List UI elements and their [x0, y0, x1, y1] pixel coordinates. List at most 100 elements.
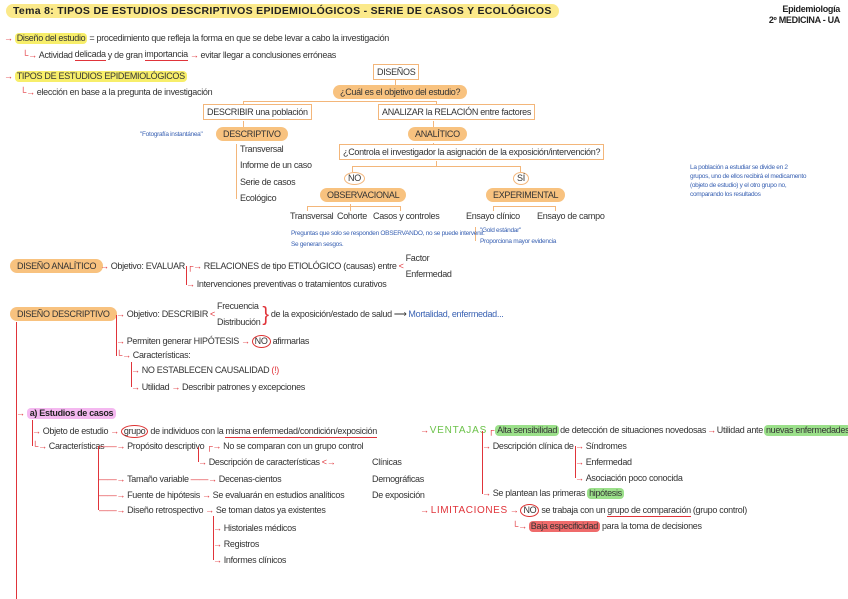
text: Características:	[132, 350, 191, 360]
types-sub-row: └→ elección en base a la pregunta de inv…	[20, 87, 213, 98]
arrow-icon: →	[420, 505, 429, 515]
experimental-side-note: comparando los resultados	[690, 191, 761, 198]
text: Se evaluarán en estudios analíticos	[212, 490, 345, 500]
text: Se toman datos ya existentes	[215, 505, 326, 515]
descriptive-item: Informe de un caso	[240, 160, 312, 170]
text: Descripción clínica de	[492, 441, 574, 451]
branch-icon: └→	[22, 49, 37, 60]
text: Objeto de estudio	[42, 426, 109, 436]
retro-item: → Registros	[213, 539, 259, 550]
disease: Enfermedad	[405, 269, 452, 279]
text: afirmarlas	[272, 336, 310, 346]
yes-node: SÍ	[513, 172, 529, 185]
describe-node: DESCRIBIR una población	[203, 104, 312, 120]
experimental-side-note: La población a estudiar se divide en 2	[690, 164, 788, 171]
descriptive-node: DESCRIPTIVO	[216, 127, 288, 141]
arrow-icon: →	[131, 365, 140, 375]
factor: Factor	[405, 253, 430, 263]
arrow-icon: ┌→	[186, 261, 202, 271]
advantages-row: → VENTAJAS ┌ Alta sensibilidad de detecc…	[420, 425, 848, 436]
adv-hyp-row: → Se plantean las primeras hipótesis	[482, 488, 624, 499]
arrow-icon: →	[201, 490, 211, 500]
arrow-icon: →	[100, 261, 109, 271]
arrow-icon: →	[205, 505, 214, 515]
text: Registros	[223, 539, 260, 549]
limitations-row: → LIMITACIONES → NO se trabaja con un gr…	[420, 504, 747, 517]
clinical-item: → Enfermedad	[575, 457, 632, 468]
text: Permiten generar HIPÓTESIS	[126, 336, 240, 346]
purpose-row: ——→ Propósito descriptivo ┌→ No se compa…	[99, 441, 364, 452]
text: Enfermedad	[585, 457, 632, 467]
observational-item: Cohorte	[337, 211, 367, 221]
analytic-node: ANALÍTICO	[408, 127, 467, 141]
text: hipótesis	[587, 488, 624, 499]
text: (grupo control)	[692, 505, 747, 515]
text: nuevas enfermedades	[763, 425, 848, 436]
arrow-icon: ——→	[99, 490, 126, 500]
text: Describir patrones y excepciones	[182, 382, 305, 392]
limitations-label: LIMITACIONES	[430, 505, 508, 516]
control-question: ¿Controla el investigador la asignación …	[339, 144, 605, 160]
text: Baja especificidad	[528, 521, 600, 532]
observational-note: Preguntas que solo se responden OBSERVAN…	[291, 230, 485, 237]
arrow-icon: └→	[32, 441, 47, 451]
text: Objetivo: EVALUAR	[110, 261, 186, 271]
size-row: ——→ Tamaño variable ——→ Decenas-cientos	[99, 474, 282, 485]
lim-spec-row: └→ Baja especificidad para la toma de de…	[512, 521, 702, 532]
observational-item: Casos y controles	[373, 211, 440, 221]
page-title: Tema 8: TIPOS DE ESTUDIOS DESCRIPTIVOS E…	[6, 4, 559, 18]
desc-chars-row: → Descripción de características <→	[198, 457, 336, 468]
analyze-node: ANALIZAR la RELACIÓN entre factores	[378, 104, 536, 120]
text: Utilidad ante	[716, 425, 763, 435]
brace-icon: <	[398, 261, 404, 271]
experimental-node: EXPERIMENTAL	[486, 188, 566, 202]
clinical-item: → Síndromes	[575, 441, 627, 452]
branch-icon: └→	[20, 87, 35, 97]
descriptive-design-label: DISEÑO DESCRIPTIVO	[10, 307, 117, 321]
arrow-icon: →	[213, 555, 222, 565]
arrow-icon: →	[575, 441, 584, 451]
observational-node: OBSERVACIONAL	[320, 188, 407, 202]
types-title-row: → TIPOS DE ESTUDIOS EPIDEMIOLÓGICOS	[4, 71, 187, 82]
descriptive-item: Serie de casos	[240, 177, 296, 187]
no-causality-row: → NO ESTABLECEN CAUSALIDAD (!)	[131, 365, 279, 376]
characteristics-row: └→ Características:	[116, 350, 191, 361]
warning-mark: (!)	[271, 365, 279, 375]
text: delicada	[74, 49, 106, 61]
text: grupo de comparación	[607, 504, 691, 517]
text: No se comparan con un grupo control	[223, 441, 364, 451]
arrow-icon: →	[110, 426, 119, 436]
text: Propósito descriptivo	[127, 441, 205, 451]
arrow-icon: →	[171, 382, 181, 392]
group-circled: grupo	[120, 425, 149, 438]
arrow-icon: →	[4, 71, 13, 81]
designs-root: DISEÑOS	[373, 64, 420, 80]
experimental-note: "Gold estándar"	[480, 227, 521, 234]
object-row: → Objeto de estudio → grupo de individuo…	[32, 425, 377, 438]
arrow-icon: ——→	[99, 505, 126, 515]
text: Descripción de características	[208, 457, 320, 467]
text: importancia	[144, 49, 188, 61]
advantages-label: VENTAJAS	[429, 425, 488, 436]
text: Decenas-cientos	[218, 474, 282, 484]
characteristics-row: └→ Características	[32, 441, 105, 452]
experimental-side-note: (objeto de estudio) y el otro grupo no,	[690, 182, 787, 189]
text: evitar llegar a conclusiones erróneas	[200, 49, 337, 60]
snapshot-note: "Fotografía instantánea"	[140, 131, 203, 138]
arrow-icon: →	[575, 457, 584, 467]
char-type: Demográficas	[372, 474, 424, 484]
clinical-item: → Asociación poco conocida	[575, 473, 683, 484]
arrow-icon: →	[16, 408, 25, 418]
arrow-icon: →	[213, 539, 222, 549]
no-circled: NO	[520, 504, 540, 517]
design-def: = procedimiento que refleja la forma en …	[89, 33, 390, 43]
text: Alta sensibilidad	[495, 425, 560, 436]
retro-item: → Informes clínicos	[213, 555, 286, 566]
text: Informes clínicos	[223, 555, 287, 565]
arrow-icon: →	[131, 382, 140, 392]
text: se trabaja con un	[541, 505, 606, 515]
brace-icon: }	[262, 303, 269, 326]
analytic-design-label: DISEÑO ANALÍTICO	[10, 259, 104, 273]
arrow-icon: →	[189, 49, 199, 60]
text: de la exposición/estado de salud	[270, 309, 392, 319]
